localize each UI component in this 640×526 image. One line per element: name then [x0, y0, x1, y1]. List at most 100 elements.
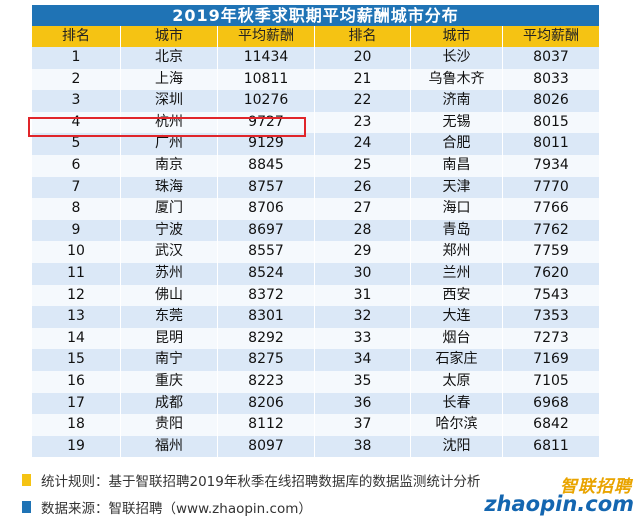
header-city-right: 城市	[411, 26, 503, 47]
header-salary-right: 平均薪酬	[523, 28, 579, 44]
cell-city-right: 天津	[411, 176, 503, 199]
cell-rank-right: 34	[315, 349, 411, 371]
cell-rank-left: 14	[32, 327, 121, 350]
cell-rank-left: 7	[32, 176, 121, 199]
cell-salary-right: 8015	[533, 113, 569, 130]
cell-salary-right: 6811	[533, 437, 569, 454]
cell-salary-left: 8097	[218, 435, 315, 458]
cell-salary-right: 7169	[533, 351, 569, 368]
cell-city-right: 长沙	[411, 47, 503, 69]
cell-salary-right: 7762	[533, 221, 569, 238]
cell-city-left: 昆明	[121, 327, 218, 350]
cell-city-right: 石家庄	[411, 349, 503, 371]
table-row: 15 南宁 8275 34 石家庄 7169	[32, 349, 599, 371]
cell-city-right: 青岛	[411, 219, 503, 242]
cell-rank-right: 36	[315, 392, 411, 415]
note-rule-marker	[22, 474, 31, 486]
cell-rank-right: 23	[315, 111, 411, 134]
zhaopin-logo: 智联招聘 zhaopin.com	[484, 472, 634, 518]
cell-salary-right: 7543	[533, 286, 569, 303]
cell-salary-right: 7273	[533, 329, 569, 346]
cell-salary-left: 8524	[218, 262, 315, 285]
cell-city-right: 合肥	[411, 133, 503, 155]
cell-rank-left: 6	[32, 154, 121, 177]
cell-city-right: 西安	[411, 284, 503, 307]
logo-en-text: zhaopin.com	[484, 492, 634, 516]
cell-rank-right: 37	[315, 414, 411, 436]
cell-salary-left: 11434	[218, 47, 315, 69]
table-row: 6 南京 8845 25 南昌 7934	[32, 154, 599, 177]
cell-rank-left: 18	[32, 414, 121, 436]
cell-city-right: 长春	[411, 392, 503, 415]
cell-city-left: 厦门	[121, 198, 218, 220]
cell-rank-right: 30	[315, 262, 411, 285]
cell-city-right: 烟台	[411, 327, 503, 350]
cell-salary-right: 7620	[533, 264, 569, 281]
table-row: 14 昆明 8292 33 烟台 7273	[32, 327, 599, 350]
table-header-row: 排名 城市 平均薪酬 排名 城市 平均薪酬	[32, 26, 599, 47]
cell-city-left: 南宁	[121, 349, 218, 371]
cell-rank-left: 11	[32, 262, 121, 285]
cell-city-right: 乌鲁木齐	[411, 68, 503, 91]
cell-salary-left: 9129	[218, 133, 315, 155]
cell-salary-right: 7934	[533, 156, 569, 173]
cell-rank-right: 22	[315, 90, 411, 112]
cell-salary-right: 6842	[533, 416, 569, 433]
salary-table: 2019年秋季求职期平均薪酬城市分布 排名 城市 平均薪酬 排名 城市 平均薪酬…	[32, 5, 599, 458]
table-row: 3 深圳 10276 22 济南 8026	[32, 90, 599, 112]
cell-salary-left: 8206	[218, 392, 315, 415]
cell-rank-left: 17	[32, 392, 121, 415]
cell-rank-left: 9	[32, 219, 121, 242]
cell-salary-left: 8706	[218, 198, 315, 220]
cell-rank-left: 19	[32, 435, 121, 458]
cell-rank-left: 13	[32, 306, 121, 328]
cell-city-left: 宁波	[121, 219, 218, 242]
cell-city-right: 兰州	[411, 262, 503, 285]
table-row: 18 贵阳 8112 37 哈尔滨 6842	[32, 414, 599, 436]
table-row: 1 北京 11434 20 长沙 8037	[32, 47, 599, 69]
highlight-box	[28, 117, 306, 137]
table-row: 11 苏州 8524 30 兰州 7620	[32, 262, 599, 285]
cell-city-left: 上海	[121, 68, 218, 91]
cell-rank-left: 4	[32, 111, 121, 134]
header-salary-left: 平均薪酬	[218, 26, 315, 47]
cell-city-right: 济南	[411, 90, 503, 112]
cell-rank-left: 2	[32, 68, 121, 91]
cell-rank-left: 16	[32, 370, 121, 393]
cell-city-right: 哈尔滨	[411, 414, 503, 436]
note-rule-text: 统计规则：基于智联招聘2019年秋季在线招聘数据库的数据监测统计分析	[41, 474, 481, 490]
cell-city-left: 南京	[121, 154, 218, 177]
cell-rank-right: 31	[315, 284, 411, 307]
cell-rank-left: 1	[32, 47, 121, 69]
cell-salary-left: 8557	[218, 241, 315, 263]
cell-salary-left: 8757	[218, 176, 315, 199]
cell-salary-right: 6968	[533, 394, 569, 411]
cell-rank-right: 24	[315, 133, 411, 155]
cell-city-left: 东莞	[121, 306, 218, 328]
cell-salary-left: 8372	[218, 284, 315, 307]
cell-rank-right: 26	[315, 176, 411, 199]
note-source-text: 数据来源：智联招聘（www.zhaopin.com）	[41, 501, 312, 517]
cell-salary-right: 8033	[533, 70, 569, 87]
cell-city-left: 重庆	[121, 370, 218, 393]
cell-city-left: 北京	[121, 47, 218, 69]
cell-rank-right: 29	[315, 241, 411, 263]
table-row: 16 重庆 8223 35 太原 7105	[32, 370, 599, 393]
cell-salary-left: 10276	[218, 90, 315, 112]
cell-city-left: 深圳	[121, 90, 218, 112]
cell-salary-right: 7766	[533, 200, 569, 217]
cell-rank-left: 12	[32, 284, 121, 307]
cell-city-right: 无锡	[411, 111, 503, 134]
cell-city-left: 苏州	[121, 262, 218, 285]
cell-salary-right: 8037	[533, 49, 569, 65]
table-row: 2 上海 10811 21 乌鲁木齐 8033	[32, 68, 599, 91]
note-source-marker	[22, 501, 31, 513]
cell-salary-left: 8112	[218, 414, 315, 436]
cell-rank-right: 32	[315, 306, 411, 328]
cell-rank-right: 27	[315, 198, 411, 220]
table-row: 17 成都 8206 36 长春 6968	[32, 392, 599, 415]
table-row: 13 东莞 8301 32 大连 7353	[32, 306, 599, 328]
cell-rank-left: 8	[32, 198, 121, 220]
cell-city-left: 成都	[121, 392, 218, 415]
cell-rank-right: 38	[315, 435, 411, 458]
